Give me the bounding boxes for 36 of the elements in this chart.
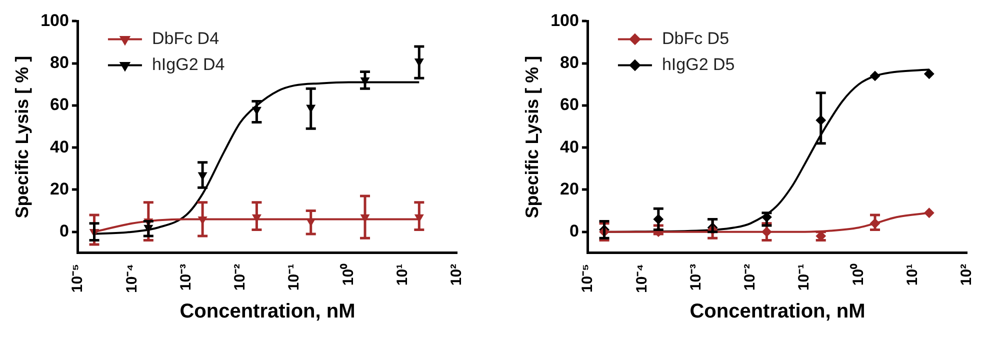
y-tick-label: 0 xyxy=(59,222,69,241)
y-tick-label: 100 xyxy=(40,10,69,30)
x-tick-label: 10⁻⁴ xyxy=(633,264,650,294)
x-tick-label: 10¹ xyxy=(904,264,921,286)
y-axis-title: Specific Lysis [ % ] xyxy=(522,56,542,218)
y-tick-label: 100 xyxy=(550,10,579,30)
x-axis-title: Concentration, nM xyxy=(690,300,866,323)
x-tick-label: 10⁻⁵ xyxy=(69,264,86,293)
y-tick-label: 0 xyxy=(569,222,579,241)
legend-label: DbFc D5 xyxy=(662,28,730,48)
y-tick-label: 20 xyxy=(560,179,579,198)
y-axis-title: Specific Lysis [ % ] xyxy=(12,56,32,218)
x-axis-title: Concentration, nM xyxy=(180,300,356,323)
x-tick-label: 10⁻⁵ xyxy=(579,264,596,293)
x-tick-label: 10⁻² xyxy=(232,264,249,291)
y-tick-label: 80 xyxy=(560,53,579,72)
x-tick-label: 10⁻³ xyxy=(687,264,704,291)
x-tick-label: 10⁻¹ xyxy=(286,264,303,291)
y-tick-label: 40 xyxy=(560,137,579,156)
y-tick-label: 40 xyxy=(50,137,69,156)
legend-label: hIgG2 D5 xyxy=(662,54,735,74)
x-tick-label: 10¹ xyxy=(394,264,411,286)
legend-label: hIgG2 D4 xyxy=(152,54,225,74)
x-tick-label: 10⁻² xyxy=(742,264,759,291)
x-tick-label: 10⁰ xyxy=(338,262,357,286)
x-tick-label: 10² xyxy=(448,264,466,286)
y-tick-label: 60 xyxy=(50,95,69,114)
legend-label: DbFc D4 xyxy=(152,28,220,48)
y-tick-label: 60 xyxy=(560,95,579,114)
y-tick-label: 20 xyxy=(50,179,69,198)
x-tick-label: 10⁰ xyxy=(848,262,867,286)
y-tick-label: 80 xyxy=(50,53,69,72)
x-tick-label: 10⁻⁴ xyxy=(123,264,140,294)
x-tick-label: 10² xyxy=(958,264,976,286)
x-tick-label: 10⁻³ xyxy=(177,264,194,291)
x-tick-label: 10⁻¹ xyxy=(796,264,813,291)
